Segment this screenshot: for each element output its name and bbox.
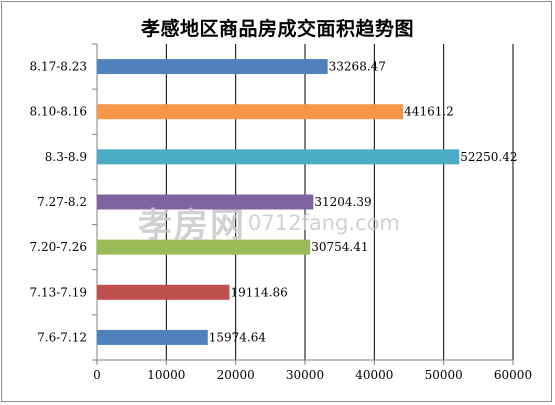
x-tick-label: 50000 xyxy=(425,368,463,382)
bar xyxy=(97,149,460,165)
y-tick-label: 7.13-7.19 xyxy=(30,285,88,299)
watermark: 孝房网0712fang.com xyxy=(138,198,400,247)
x-tick-label: 10000 xyxy=(147,368,185,382)
bar xyxy=(97,239,311,255)
data-label: 44161.2 xyxy=(404,105,454,119)
x-tick-label: 30000 xyxy=(286,368,324,382)
bar xyxy=(97,104,404,120)
y-tick-label: 7.6-7.12 xyxy=(37,330,87,344)
chart-title: 孝感地区商品房成交面积趋势图 xyxy=(140,18,414,40)
data-label: 31204.39 xyxy=(314,195,371,209)
data-label: 15974.64 xyxy=(209,330,267,344)
x-tick-label: 40000 xyxy=(355,368,393,382)
y-tick-label: 8.10-8.16 xyxy=(30,105,88,119)
data-label: 30754.41 xyxy=(311,240,368,254)
watermark-site: 0712fang.com xyxy=(248,210,400,235)
data-label: 33268.47 xyxy=(329,60,386,74)
y-tick-label: 7.27-8.2 xyxy=(37,195,87,209)
x-tick-label: 20000 xyxy=(217,368,255,382)
bar xyxy=(97,59,328,75)
x-tick-label: 0 xyxy=(93,368,101,382)
bar xyxy=(97,194,314,210)
bar xyxy=(97,284,230,300)
data-label: 52250.42 xyxy=(460,150,517,164)
watermark-brand: 孝房网 xyxy=(138,206,246,246)
x-tick-label: 60000 xyxy=(494,368,532,382)
data-label: 19114.86 xyxy=(231,285,288,299)
bar xyxy=(97,329,208,345)
y-tick-label: 7.20-7.26 xyxy=(30,240,88,254)
y-tick-label: 8.17-8.23 xyxy=(30,60,88,74)
y-tick-label: 8.3-8.9 xyxy=(45,150,87,164)
